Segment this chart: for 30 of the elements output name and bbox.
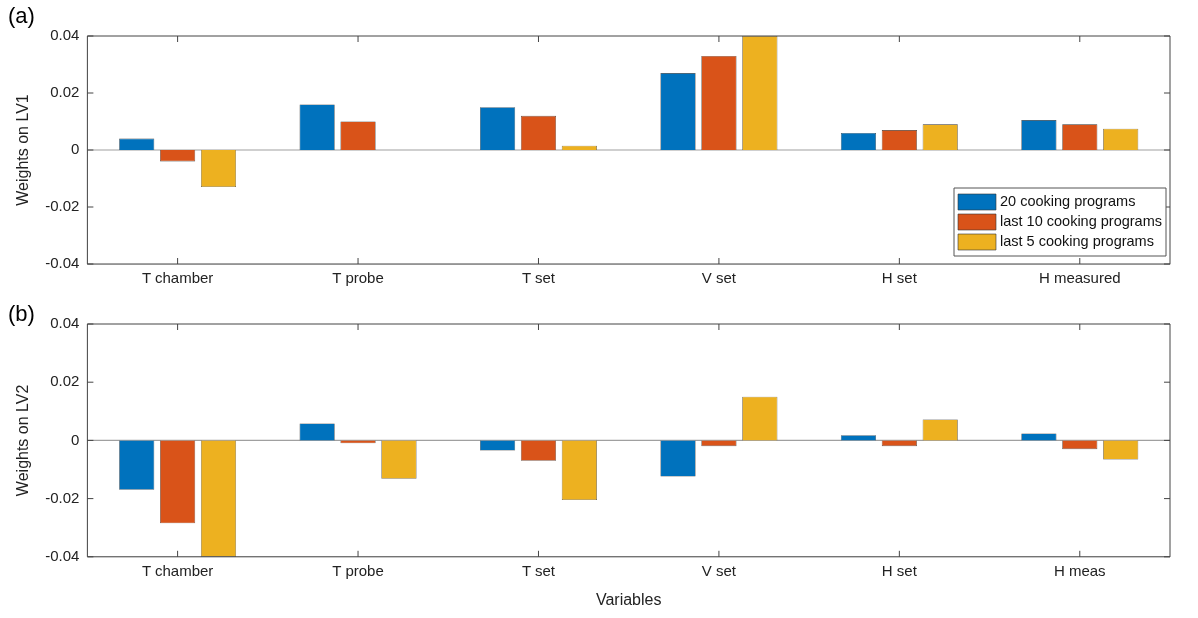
x-tick-label: T probe (332, 269, 384, 287)
x-tick-label: T set (521, 269, 556, 287)
y-tick-label: 0.02 (50, 372, 80, 390)
x-tick-label: V set (701, 269, 737, 287)
y-axis-title: Weights on LV2 (14, 384, 32, 497)
y-tick-label: -0.02 (45, 488, 80, 506)
y-tick-label: 0.04 (50, 314, 80, 332)
x-tick-label: H set (881, 269, 918, 287)
x-tick-label: H meas (1053, 561, 1106, 579)
x-axis-title: Variables (595, 590, 662, 608)
x-tick-label: H measured (1038, 269, 1121, 287)
y-tick-label: 0.04 (50, 26, 80, 44)
y-tick-label: -0.02 (45, 197, 80, 215)
text: (b) (8, 301, 35, 327)
legend-label: 20 cooking programs (1000, 193, 1136, 209)
x-tick-label: T set (521, 561, 556, 579)
x-tick-label: H set (881, 561, 918, 579)
y-tick-label: 0 (71, 140, 80, 158)
legend-label: last 5 cooking programs (1000, 233, 1154, 249)
y-axis-title: Weights on LV1 (14, 94, 32, 206)
x-tick-label: V set (701, 561, 737, 579)
legend-label: last 10 cooking programs (1000, 213, 1162, 229)
x-tick-label: T chamber (141, 561, 214, 579)
text: (a) (8, 3, 35, 29)
y-tick-label: -0.04 (45, 546, 80, 564)
y-tick-label: 0 (71, 430, 80, 448)
x-tick-label: T chamber (141, 269, 214, 287)
y-tick-label: 0.02 (50, 83, 80, 101)
x-tick-label: T probe (332, 561, 384, 579)
y-tick-label: -0.04 (45, 254, 80, 272)
